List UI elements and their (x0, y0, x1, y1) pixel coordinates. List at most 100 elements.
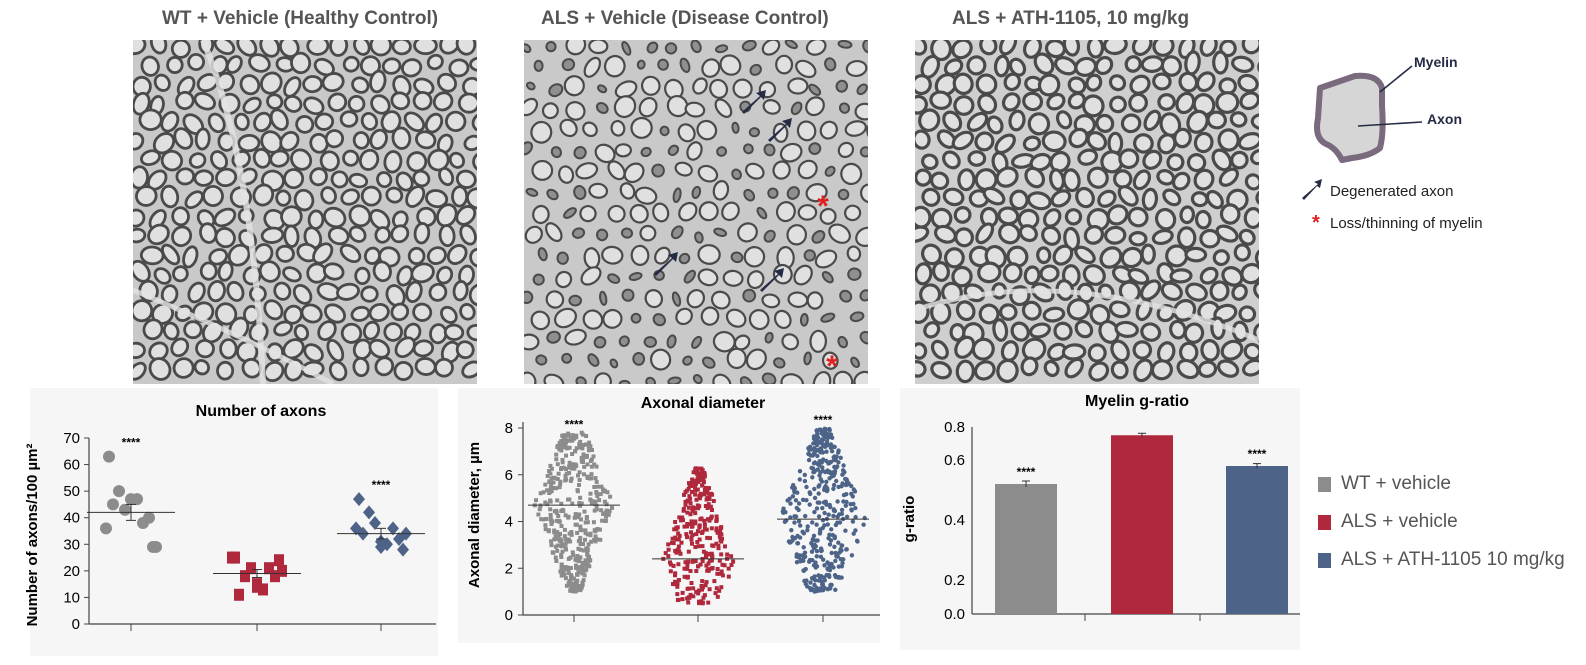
myelinated-fiber (455, 40, 477, 56)
chart-number-of-axons: Number of axons Number of axons/100 µm² … (24, 403, 436, 633)
myelinated-fiber (328, 360, 348, 382)
myelinated-fiber (812, 370, 832, 384)
data-point (552, 537, 557, 542)
data-point (555, 445, 560, 449)
myelinated-fiber (303, 96, 325, 116)
myelinated-fiber (1008, 57, 1027, 77)
data-point (849, 553, 855, 558)
myelinated-fiber (955, 300, 976, 322)
data-point (234, 588, 244, 601)
data-point (690, 520, 695, 525)
myelinated-fiber (973, 360, 996, 381)
myelinated-fiber (1055, 110, 1073, 130)
myelinated-fiber (667, 376, 682, 384)
data-point (712, 579, 717, 584)
myelinated-fiber (133, 165, 149, 190)
myelinated-fiber (202, 185, 224, 207)
data-point (559, 439, 564, 444)
myelinated-fiber (142, 318, 164, 341)
myelinated-fiber (1154, 207, 1177, 231)
myelinated-fiber (1152, 40, 1175, 57)
myelinated-fiber (659, 125, 670, 137)
myelinated-fiber (1186, 109, 1209, 134)
myelinated-fiber (646, 41, 659, 54)
myelinated-fiber (531, 159, 554, 181)
data-point (815, 538, 820, 543)
data-point (812, 446, 817, 451)
myelinated-fiber (217, 260, 234, 282)
myelinated-fiber (992, 318, 1009, 342)
myelinated-fiber (853, 370, 868, 384)
degenerated-axon-label: Degenerated axon (1330, 183, 1453, 200)
data-point (541, 490, 546, 495)
degenerated-arrow-icon (1302, 179, 1322, 200)
myelinated-fiber (173, 127, 194, 150)
myelinated-fiber (309, 167, 328, 187)
myelinated-fiber (166, 56, 184, 75)
data-point (799, 557, 804, 563)
myelinated-fiber (644, 289, 664, 309)
data-point (575, 530, 580, 535)
myelinated-fiber (930, 40, 953, 62)
myelinated-fiber (550, 146, 563, 159)
data-point (592, 485, 597, 489)
data-point (835, 499, 840, 504)
myelinated-fiber (692, 77, 708, 95)
myelinated-fiber (546, 330, 561, 344)
data-point (694, 589, 699, 594)
myelinated-fiber (282, 266, 302, 283)
myelinated-fiber (915, 360, 927, 378)
data-point (567, 497, 572, 502)
data-point (555, 548, 560, 553)
data-point (695, 469, 700, 474)
data-point (581, 452, 586, 457)
myelinated-fiber (237, 133, 261, 153)
myelinated-fiber (445, 110, 467, 133)
y-tick-label: 60 (63, 457, 80, 474)
data-point (844, 492, 849, 497)
data-point (689, 524, 694, 529)
data-point (593, 539, 598, 544)
myelinated-fiber (1008, 109, 1026, 132)
data-point (836, 574, 841, 580)
myelinated-fiber (352, 131, 370, 150)
myelinated-fiber (607, 273, 621, 284)
data-point (715, 567, 720, 571)
myelinated-fiber (406, 151, 428, 173)
myelinated-fiber (546, 188, 559, 201)
myelinated-fiber (290, 51, 312, 75)
myelinated-fiber (263, 299, 284, 321)
myelinated-fiber (1140, 279, 1162, 301)
myelinated-fiber (432, 91, 454, 112)
myelinated-fiber (390, 224, 410, 244)
data-point (688, 496, 693, 501)
data-point (837, 550, 842, 555)
myelinated-fiber (530, 310, 551, 331)
myelinated-fiber (1173, 127, 1192, 149)
myelinated-fiber (682, 355, 693, 366)
myelinated-fiber (786, 224, 808, 246)
myelinated-fiber (638, 96, 658, 118)
myelinated-fiber (403, 111, 426, 133)
myelinated-fiber (721, 201, 740, 222)
data-point (792, 520, 797, 525)
myelinated-fiber (805, 183, 828, 203)
data-point (824, 449, 829, 454)
data-point (825, 566, 830, 571)
data-point (704, 563, 709, 568)
tissue-septum (133, 287, 335, 384)
myelinated-fiber (763, 143, 776, 157)
data-point (689, 530, 693, 535)
data-point (597, 527, 602, 532)
myelin-label: Myelin (1414, 54, 1458, 70)
data-point (588, 444, 593, 449)
data-point (573, 522, 578, 527)
myelinated-fiber (743, 246, 766, 268)
data-point (663, 551, 668, 556)
myelinated-fiber (730, 251, 744, 264)
y-tick-label: 10 (63, 589, 80, 606)
data-point (573, 462, 578, 467)
myelinated-fiber (1133, 133, 1154, 154)
myelinated-fiber (394, 336, 416, 359)
data-point (556, 533, 561, 538)
